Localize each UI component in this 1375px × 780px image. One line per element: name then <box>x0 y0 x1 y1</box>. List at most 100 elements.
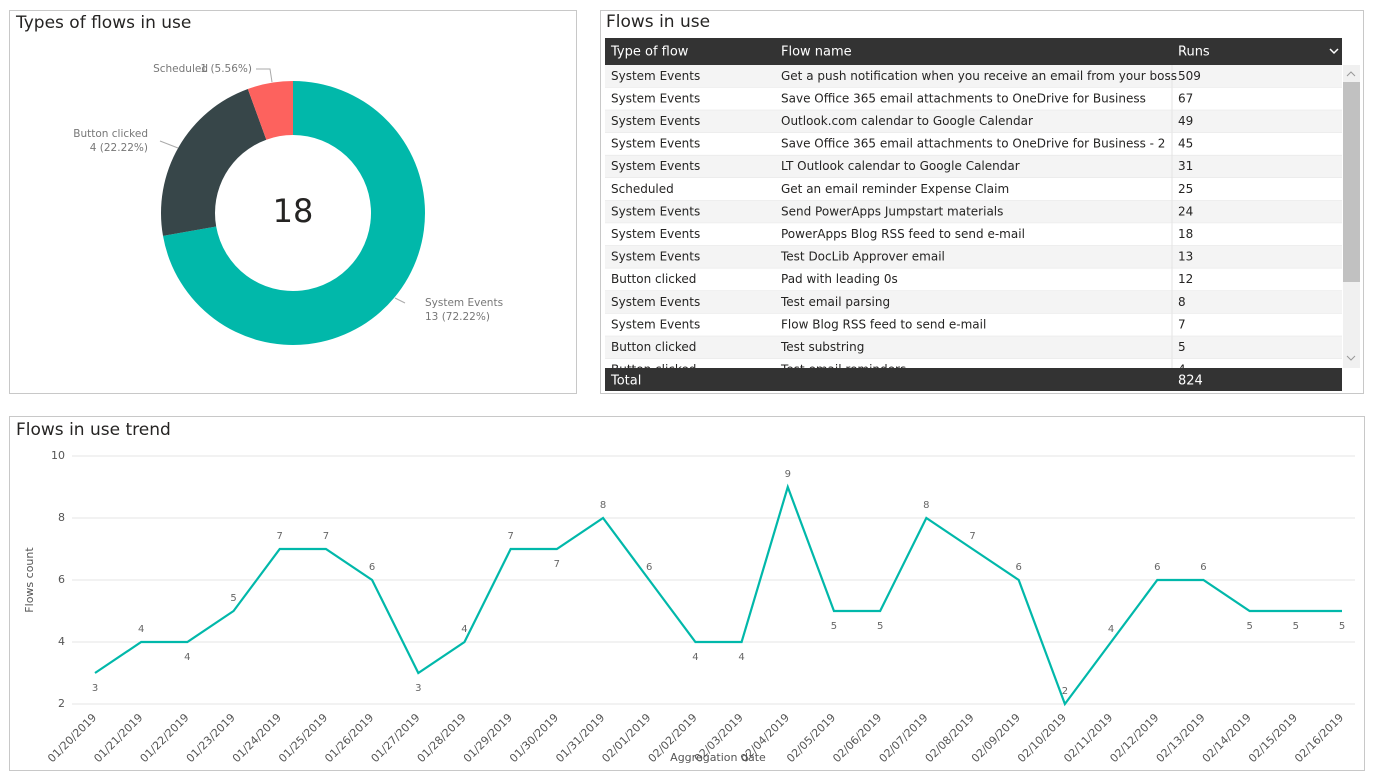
data-label: 2 <box>1062 686 1068 697</box>
table-row <box>605 291 1342 314</box>
table-cell: 24 <box>1178 204 1193 218</box>
table-row <box>605 245 1342 269</box>
data-label: 7 <box>969 531 975 542</box>
scroll-down[interactable] <box>1346 355 1356 361</box>
data-label: 8 <box>600 500 606 511</box>
data-label: 8 <box>923 500 929 511</box>
donut-category-label: Button clicked <box>73 128 148 140</box>
table-cell: 25 <box>1178 182 1193 196</box>
data-label: 9 <box>785 469 791 480</box>
table-cell: Get a push notification when you receive… <box>781 69 1177 83</box>
table-cell: 49 <box>1178 114 1193 128</box>
column-header: Flow name <box>781 45 852 60</box>
y-tick-label: 2 <box>58 697 65 710</box>
table-cell: Test email reminders <box>780 363 906 377</box>
data-label: 4 <box>692 652 698 663</box>
table-cell: 31 <box>1178 159 1193 173</box>
trend-panel <box>9 416 1365 771</box>
table-cell: PowerApps Blog RSS feed to send e-mail <box>781 227 1025 241</box>
table-cell: LT Outlook calendar to Google Calendar <box>781 159 1020 173</box>
data-label: 5 <box>1246 621 1252 632</box>
table-cell: 12 <box>1178 272 1193 286</box>
table-row <box>605 178 1342 201</box>
scrollbar-thumb[interactable] <box>1343 82 1360 282</box>
table-body: System Events Get a push notification whe… <box>605 65 1342 377</box>
y-tick-label: 8 <box>58 511 65 524</box>
donut-value-label: 13 (72.22%) <box>425 311 490 323</box>
data-label: 5 <box>831 621 837 632</box>
table-row <box>605 358 1342 368</box>
data-label: 6 <box>646 562 652 573</box>
table-title: Flows in use <box>606 12 710 32</box>
table-cell: 4 <box>1178 363 1186 377</box>
donut-value-label: 1 (5.56%) <box>200 63 252 75</box>
table-row <box>605 110 1342 133</box>
y-tick-label: 6 <box>58 573 65 586</box>
table-cell: System Events <box>611 114 700 128</box>
total-label: Total <box>610 374 641 389</box>
table-cell: 13 <box>1178 250 1193 264</box>
column-header: Runs <box>1178 45 1210 60</box>
table-cell: System Events <box>611 204 700 218</box>
donut-category-label: Scheduled <box>153 63 208 75</box>
leader-line <box>394 297 406 304</box>
table-cell: Test substring <box>780 340 864 354</box>
data-label: 5 <box>877 621 883 632</box>
data-label: 4 <box>1108 624 1114 635</box>
table-cell: Send PowerApps Jumpstart materials <box>781 204 1003 218</box>
data-label: 5 <box>1339 621 1345 632</box>
table-cell: Button clicked <box>611 272 696 286</box>
table-cell: 67 <box>1178 91 1193 105</box>
table-row <box>605 336 1342 359</box>
data-label: 7 <box>507 531 513 542</box>
data-label: 4 <box>461 624 467 635</box>
table-cell: 5 <box>1178 340 1186 354</box>
column-header: Type of flow <box>610 45 689 60</box>
data-label: 4 <box>138 624 144 635</box>
table-cell: System Events <box>611 317 700 331</box>
table-cell: Pad with leading 0s <box>781 272 898 286</box>
table-row <box>605 268 1342 291</box>
donut-center: 18 <box>273 192 314 230</box>
table-header <box>605 38 1342 65</box>
table-cell: 7 <box>1178 317 1186 331</box>
table-cell: System Events <box>611 137 700 151</box>
table-cell: 45 <box>1178 137 1193 151</box>
table-cell: Outlook.com calendar to Google Calendar <box>781 114 1033 128</box>
data-label: 5 <box>1293 621 1299 632</box>
donut-category-label: System Events <box>425 297 503 309</box>
donut-slice <box>160 88 267 236</box>
table-cell: System Events <box>611 295 700 309</box>
table-cell: 509 <box>1178 69 1201 83</box>
trend-line <box>94 483 1342 707</box>
data-label: 4 <box>738 652 744 663</box>
data-label: 6 <box>1154 562 1160 573</box>
data-label: 6 <box>369 562 375 573</box>
table-cell: System Events <box>611 159 700 173</box>
table-row <box>605 313 1342 337</box>
scroll-up[interactable] <box>1346 71 1356 77</box>
donut-value-label: 4 (22.22%) <box>90 142 148 154</box>
table-cell: Test DocLib Approver email <box>780 250 945 264</box>
table-row <box>605 65 1342 88</box>
data-label: 6 <box>1200 562 1206 573</box>
table-cell: System Events <box>611 69 700 83</box>
data-label: 3 <box>415 683 421 694</box>
table-cell: 18 <box>1178 227 1193 241</box>
data-label: 7 <box>277 531 283 542</box>
data-label: 7 <box>554 559 560 570</box>
total-value: 824 <box>1178 374 1203 389</box>
data-label: 4 <box>184 652 190 663</box>
donut-slice <box>163 81 425 345</box>
table-row <box>605 223 1342 246</box>
table-cell: Flow Blog RSS feed to send e-mail <box>781 317 986 331</box>
trend-title: Flows in use trend <box>16 420 171 440</box>
table-cell: 8 <box>1178 295 1186 309</box>
table-total <box>605 368 1342 391</box>
table-row <box>605 155 1342 178</box>
table-row <box>605 87 1342 111</box>
sort-icon[interactable] <box>1329 48 1339 55</box>
table-cell: System Events <box>611 250 700 264</box>
leader-line <box>159 140 179 149</box>
